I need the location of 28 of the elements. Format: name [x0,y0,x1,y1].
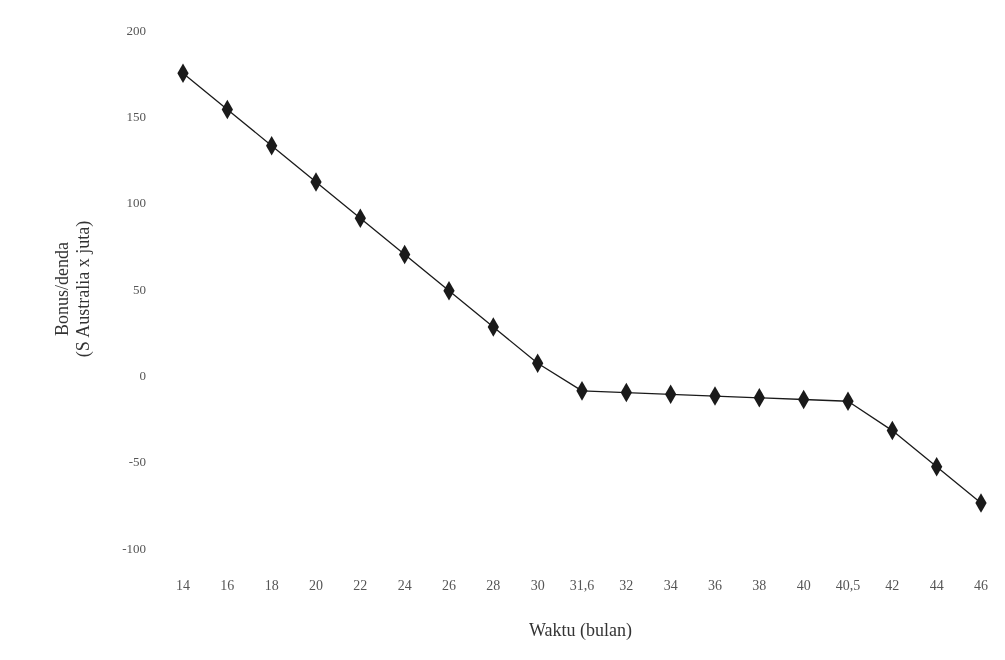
y-tick-label: 150 [126,108,146,124]
x-axis-title: Waktu (bulan) [528,620,633,641]
y-tick-label: 200 [126,22,146,38]
x-tick-label: 22 [353,578,368,593]
x-tick-label: 14 [176,578,190,593]
x-tick-label: 20 [309,578,323,593]
y-tick-label: 0 [139,367,146,383]
x-tick-label: 42 [885,578,900,593]
x-tick-label: 36 [708,578,722,593]
x-tick-label: 40 [796,578,811,593]
x-tick-label: 16 [220,578,235,593]
x-tick-label: 26 [442,578,456,593]
x-tick-label: 18 [264,578,279,593]
x-tick-label: 38 [752,578,767,593]
x-tick-label: 44 [929,578,944,593]
y-tick-label: -50 [128,454,146,470]
x-tick-label: 40,5 [835,578,861,593]
x-tick-label: 32 [619,578,634,593]
y-axis-title: Bonus/denda (S Australia x juta) [52,220,94,358]
x-tick-label: 28 [486,578,501,593]
x-tick-label: 30 [530,578,545,593]
x-tick-label: 31,6 [569,578,595,593]
y-tick-label: -100 [122,540,146,556]
y-tick-label: 100 [126,195,146,211]
x-tick-label: 24 [397,578,412,593]
x-tick-label: 46 [974,578,988,593]
y-tick-label: 50 [133,281,146,297]
x-tick-label: 34 [663,578,678,593]
